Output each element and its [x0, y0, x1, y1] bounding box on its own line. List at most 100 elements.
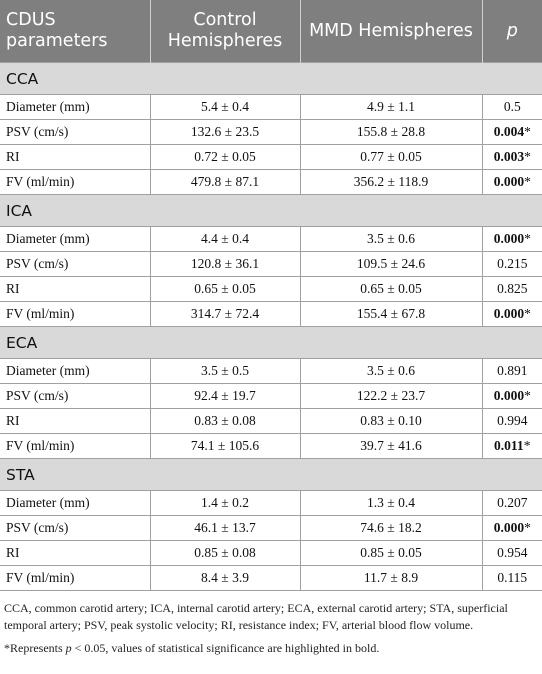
section-title: STA [0, 458, 542, 491]
cell-mmd: 0.85 ± 0.05 [300, 540, 483, 566]
table-row: PSV (cm/s) 92.4 ± 19.7 122.2 ± 23.7 0.000* [0, 383, 542, 409]
cell-control: 479.8 ± 87.1 [150, 169, 301, 195]
cell-parameter: PSV (cm/s) [0, 251, 151, 277]
p-value: 0.000 [493, 306, 525, 321]
cell-parameter: FV (ml/min) [0, 169, 151, 195]
cell-mmd: 74.6 ± 18.2 [300, 515, 483, 541]
cell-p-value: 0.000* [482, 301, 542, 327]
table-row: RI 0.85 ± 0.08 0.85 ± 0.05 0.954 [0, 540, 542, 566]
p-value: 0.207 [497, 495, 528, 510]
p-value: 0.215 [497, 256, 528, 271]
cell-parameter: Diameter (mm) [0, 94, 151, 120]
section-row: STA [0, 458, 542, 491]
cell-p-value: 0.115 [482, 565, 542, 591]
header-row: CDUS parameters Control Hemispheres MMD … [0, 0, 542, 63]
cell-parameter: Diameter (mm) [0, 490, 151, 516]
cell-p-value: 0.954 [482, 540, 542, 566]
cell-control: 92.4 ± 19.7 [150, 383, 301, 409]
cell-mmd: 356.2 ± 118.9 [300, 169, 483, 195]
cell-parameter: Diameter (mm) [0, 226, 151, 252]
cell-p-value: 0.000* [482, 515, 542, 541]
p-value: 0.000 [493, 174, 525, 189]
table-row: RI 0.72 ± 0.05 0.77 ± 0.05 0.003* [0, 144, 542, 170]
cell-control: 74.1 ± 105.6 [150, 433, 301, 459]
cell-control: 3.5 ± 0.5 [150, 358, 301, 384]
cell-mmd: 39.7 ± 41.6 [300, 433, 483, 459]
cell-control: 5.4 ± 0.4 [150, 94, 301, 120]
cell-mmd: 109.5 ± 24.6 [300, 251, 483, 277]
cell-control: 46.1 ± 13.7 [150, 515, 301, 541]
cell-p-value: 0.003* [482, 144, 542, 170]
cell-parameter: RI [0, 540, 151, 566]
section-row: ECA [0, 326, 542, 359]
cell-p-value: 0.825 [482, 276, 542, 302]
cell-parameter: PSV (cm/s) [0, 383, 151, 409]
cell-mmd: 11.7 ± 8.9 [300, 565, 483, 591]
header-cdus-parameters: CDUS parameters [0, 0, 151, 63]
section-title: ICA [0, 194, 542, 227]
significance-marker: * [523, 438, 531, 453]
table-row: PSV (cm/s) 132.6 ± 23.5 155.8 ± 28.8 0.004* [0, 119, 542, 145]
cell-parameter: PSV (cm/s) [0, 119, 151, 145]
cell-parameter: FV (ml/min) [0, 433, 151, 459]
p-value: 0.003 [493, 149, 525, 164]
significance-marker: * [524, 149, 531, 164]
significance-marker: * [524, 520, 531, 535]
p-value: 0.011 [494, 438, 524, 453]
cell-p-value: 0.004* [482, 119, 542, 145]
significance-marker: * [524, 231, 531, 246]
cell-control: 1.4 ± 0.2 [150, 490, 301, 516]
header-control-hemispheres: Control Hemispheres [150, 0, 301, 63]
cell-control: 0.83 ± 0.08 [150, 408, 301, 434]
cell-mmd: 4.9 ± 1.1 [300, 94, 483, 120]
footnote-sig-prefix: *Represents [4, 641, 66, 655]
p-value: 0.000 [493, 231, 525, 246]
table-row: Diameter (mm) 1.4 ± 0.2 1.3 ± 0.4 0.207 [0, 490, 542, 516]
cell-p-value: 0.994 [482, 408, 542, 434]
cell-p-value: 0.5 [482, 94, 542, 120]
cell-p-value: 0.011* [482, 433, 542, 459]
cell-control: 0.85 ± 0.08 [150, 540, 301, 566]
table-row: Diameter (mm) 5.4 ± 0.4 4.9 ± 1.1 0.5 [0, 94, 542, 120]
p-value: 0.954 [497, 545, 528, 560]
cell-mmd: 155.8 ± 28.8 [300, 119, 483, 145]
cell-p-value: 0.000* [482, 169, 542, 195]
p-value: 0.5 [503, 99, 521, 114]
footnote-sig-var: p [65, 641, 72, 655]
header-p: p [482, 0, 542, 63]
cell-control: 4.4 ± 0.4 [150, 226, 301, 252]
cell-mmd: 0.77 ± 0.05 [300, 144, 483, 170]
p-value: 0.825 [497, 281, 528, 296]
table-row: PSV (cm/s) 46.1 ± 13.7 74.6 ± 18.2 0.000* [0, 515, 542, 541]
significance-marker: * [524, 124, 531, 139]
footnote-sig-suffix: < 0.05, values of statistical significan… [71, 641, 380, 655]
table-row: PSV (cm/s) 120.8 ± 36.1 109.5 ± 24.6 0.215 [0, 251, 542, 277]
table-row: FV (ml/min) 479.8 ± 87.1 356.2 ± 118.9 0.00… [0, 169, 542, 195]
cdus-table: CDUS parameters Control Hemispheres MMD … [0, 0, 542, 591]
cell-parameter: FV (ml/min) [0, 301, 151, 327]
cell-control: 120.8 ± 36.1 [150, 251, 301, 277]
cell-mmd: 122.2 ± 23.7 [300, 383, 483, 409]
cell-p-value: 0.000* [482, 226, 542, 252]
p-value: 0.000 [493, 520, 525, 535]
cell-control: 8.4 ± 3.9 [150, 565, 301, 591]
cell-mmd: 155.4 ± 67.8 [300, 301, 483, 327]
cell-p-value: 0.215 [482, 251, 542, 277]
cell-control: 132.6 ± 23.5 [150, 119, 301, 145]
cell-control: 0.65 ± 0.05 [150, 276, 301, 302]
table-row: FV (ml/min) 314.7 ± 72.4 155.4 ± 67.8 0.000… [0, 301, 542, 327]
cell-p-value: 0.207 [482, 490, 542, 516]
significance-marker: * [524, 388, 531, 403]
table-row: FV (ml/min) 8.4 ± 3.9 11.7 ± 8.9 0.115 [0, 565, 542, 591]
significance-marker: * [524, 174, 531, 189]
table-row: RI 0.83 ± 0.08 0.83 ± 0.10 0.994 [0, 408, 542, 434]
section-row: ICA [0, 194, 542, 227]
footnotes: CCA, common carotid artery; ICA, interna… [0, 591, 542, 657]
cell-mmd: 1.3 ± 0.4 [300, 490, 483, 516]
section-title: ECA [0, 326, 542, 359]
cell-parameter: RI [0, 144, 151, 170]
p-value: 0.000 [493, 388, 525, 403]
cell-mmd: 3.5 ± 0.6 [300, 226, 483, 252]
table-row: FV (ml/min) 74.1 ± 105.6 39.7 ± 41.6 0.011* [0, 433, 542, 459]
